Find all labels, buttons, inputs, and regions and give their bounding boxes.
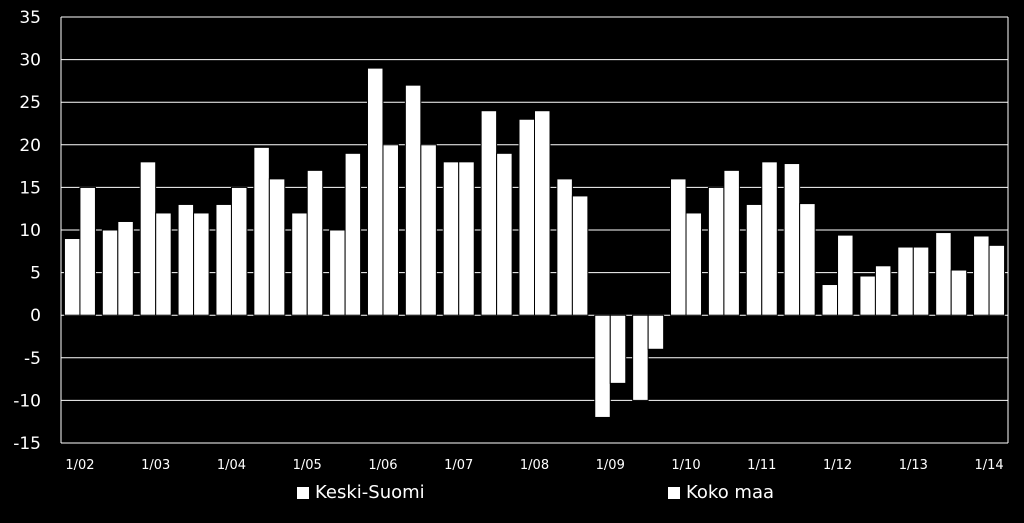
bar-keski-suomi: [973, 235, 990, 316]
bar-koko-maa: [382, 144, 399, 316]
bar-keski-suomi: [632, 314, 649, 401]
bar-keski-suomi: [783, 163, 801, 316]
y-tick-label: 0: [30, 306, 41, 326]
bar-koko-maa: [571, 195, 589, 316]
legend-swatch: [668, 486, 680, 499]
bar-koko-maa: [874, 265, 892, 316]
bar-keski-suomi: [366, 67, 384, 316]
x-axis-ticks: 1/02 1/03 1/04 1/05 1/06 1/07 1/08 1/09 1/10 1/11…: [65, 458, 1003, 473]
bar-koko-maa: [685, 212, 703, 316]
bar-keski-suomi: [935, 232, 952, 316]
legend-item-keski-suomi: Keski-Suomi: [297, 482, 425, 503]
bar-keski-suomi: [404, 84, 422, 316]
x-tick-label: 1/14: [974, 458, 1003, 473]
bar-keski-suomi: [139, 161, 157, 316]
bars: [63, 67, 1006, 418]
bar-koko-maa: [306, 169, 324, 316]
x-tick-label: 1/10: [671, 458, 700, 473]
x-tick-label: 1/11: [747, 458, 776, 473]
y-tick-label: -15: [13, 434, 41, 454]
bar-keski-suomi: [518, 118, 535, 316]
y-tick-label: 20: [19, 136, 41, 156]
bar-koko-maa: [193, 212, 210, 316]
x-tick-label: 1/12: [823, 458, 852, 473]
bar-keski-suomi: [291, 212, 308, 316]
bar-koko-maa: [230, 186, 248, 316]
legend-label: Koko maa: [686, 482, 775, 503]
bar-koko-maa: [79, 186, 96, 316]
bar-koko-maa: [912, 246, 930, 316]
bar-koko-maa: [761, 161, 778, 316]
bar-keski-suomi: [177, 203, 195, 316]
bar-koko-maa: [496, 152, 513, 316]
bar-koko-maa: [534, 110, 551, 316]
y-axis-ticks: 35 30 25 20 15 10 5 0 -5 -10 -15: [13, 8, 41, 454]
bar-keski-suomi: [670, 178, 687, 316]
bar-keski-suomi: [594, 314, 611, 418]
bar-koko-maa: [268, 178, 286, 316]
x-tick-label: 1/03: [141, 458, 170, 473]
bar-keski-suomi: [253, 146, 270, 316]
bar-koko-maa: [988, 244, 1006, 316]
x-tick-label: 1/04: [217, 458, 246, 473]
bar-koko-maa: [723, 169, 740, 316]
y-tick-label: -5: [24, 349, 41, 369]
x-tick-label: 1/05: [293, 458, 322, 473]
bar-keski-suomi: [707, 186, 725, 316]
x-tick-label: 1/09: [596, 458, 625, 473]
x-tick-label: 1/06: [368, 458, 397, 473]
y-tick-label: 10: [19, 221, 41, 241]
bar-koko-maa: [950, 269, 968, 316]
y-tick-label: 30: [19, 51, 41, 71]
bar-koko-maa: [799, 203, 816, 316]
bar-keski-suomi: [329, 229, 346, 316]
bar-keski-suomi: [63, 238, 81, 316]
bar-keski-suomi: [556, 178, 573, 316]
x-tick-label: 1/08: [520, 458, 549, 473]
bar-koko-maa: [609, 314, 627, 384]
y-tick-label: 5: [30, 264, 41, 284]
bar-keski-suomi: [897, 246, 914, 316]
bar-koko-maa: [344, 152, 362, 316]
bar-koko-maa: [837, 234, 854, 316]
bar-koko-maa: [420, 144, 437, 316]
legend-swatch: [297, 486, 309, 499]
bar-keski-suomi: [859, 275, 876, 316]
y-tick-label: 35: [19, 8, 41, 28]
x-tick-label: 1/02: [65, 458, 94, 473]
bar-koko-maa: [647, 314, 665, 350]
x-tick-label: 1/13: [899, 458, 928, 473]
bar-koko-maa: [458, 161, 475, 316]
bar-keski-suomi: [215, 203, 232, 316]
bar-keski-suomi: [101, 229, 119, 316]
bar-keski-suomi: [442, 161, 460, 316]
bar-keski-suomi: [745, 203, 763, 316]
y-tick-label: 15: [19, 178, 41, 198]
y-tick-label: 25: [19, 93, 41, 113]
bar-koko-maa: [155, 212, 172, 316]
bar-keski-suomi: [821, 284, 839, 316]
x-tick-label: 1/07: [444, 458, 473, 473]
y-tick-label: -10: [13, 391, 41, 411]
bar-koko-maa: [117, 220, 134, 316]
bar-keski-suomi: [480, 110, 498, 316]
legend-item-koko-maa: Koko maa: [668, 482, 774, 503]
legend-label: Keski-Suomi: [315, 482, 425, 503]
